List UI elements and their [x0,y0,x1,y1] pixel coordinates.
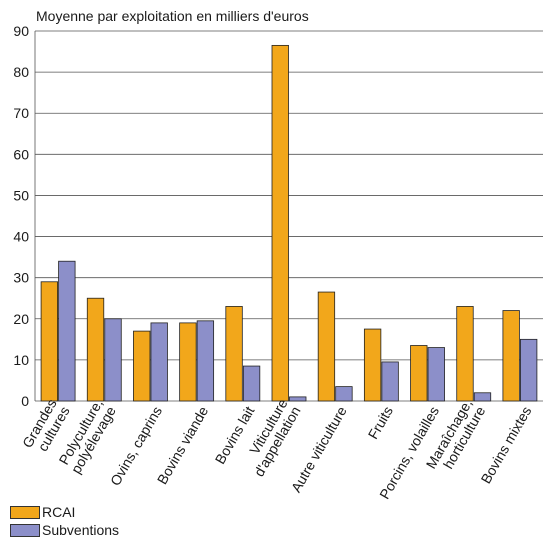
legend: RCAI Subventions [10,503,119,539]
bar-subventions [150,322,168,402]
y-tick-label: 0 [21,393,29,409]
x-tick-label-line: Bovins mixtes [477,404,534,487]
legend-swatch-subventions [10,523,40,537]
bar-subventions [381,361,399,402]
y-tick-label: 90 [13,23,29,39]
legend-item-subventions: Subventions [10,521,119,539]
bar-subventions [473,392,492,402]
bar-subventions [335,386,353,402]
bar-subventions [520,338,538,402]
legend-label-rcai: RCAI [42,504,76,520]
bar-subventions [58,260,76,402]
bar-rcai [179,322,197,402]
y-axis-label: Moyenne par exploitation en milliers d'e… [36,8,309,24]
x-tick-label: Bovins mixtes [477,404,534,487]
bar-rcai [86,297,105,402]
y-tick-label: 20 [13,311,29,327]
bar-rcai [317,291,336,402]
bar-subventions [104,318,122,402]
y-tick-label: 10 [13,352,29,368]
legend-label-subventions: Subventions [42,522,120,538]
y-tick-label: 40 [13,229,29,245]
bar-rcai [363,328,382,402]
bar-rcai [410,345,428,402]
legend-swatch-rcai [10,505,40,519]
y-tick-label: 80 [13,64,29,80]
x-tick-label: Bovins lait [212,403,258,466]
bar-subventions [427,347,445,402]
bar-subventions [289,396,307,402]
y-tick-label: 60 [13,146,29,162]
bar-subventions [242,365,261,402]
y-tick-label: 70 [13,105,29,121]
y-tick-label: 50 [13,187,29,203]
legend-item-rcai: RCAI [10,503,119,521]
bar-rcai [133,330,151,402]
bar-rcai [271,44,289,402]
x-tick-label-line: Fruits [365,404,396,442]
x-tick-label: Fruits [365,404,396,442]
bar-rcai [40,281,58,402]
bar-rcai [225,306,243,402]
bar-rcai [456,306,474,402]
bar-subventions [196,320,215,402]
y-tick-label: 30 [13,270,29,286]
bar-rcai [502,310,520,402]
bar-chart: 0102030405060708090GrandesculturesPolycu… [13,23,543,500]
x-tick-label-line: Bovins lait [212,403,258,466]
